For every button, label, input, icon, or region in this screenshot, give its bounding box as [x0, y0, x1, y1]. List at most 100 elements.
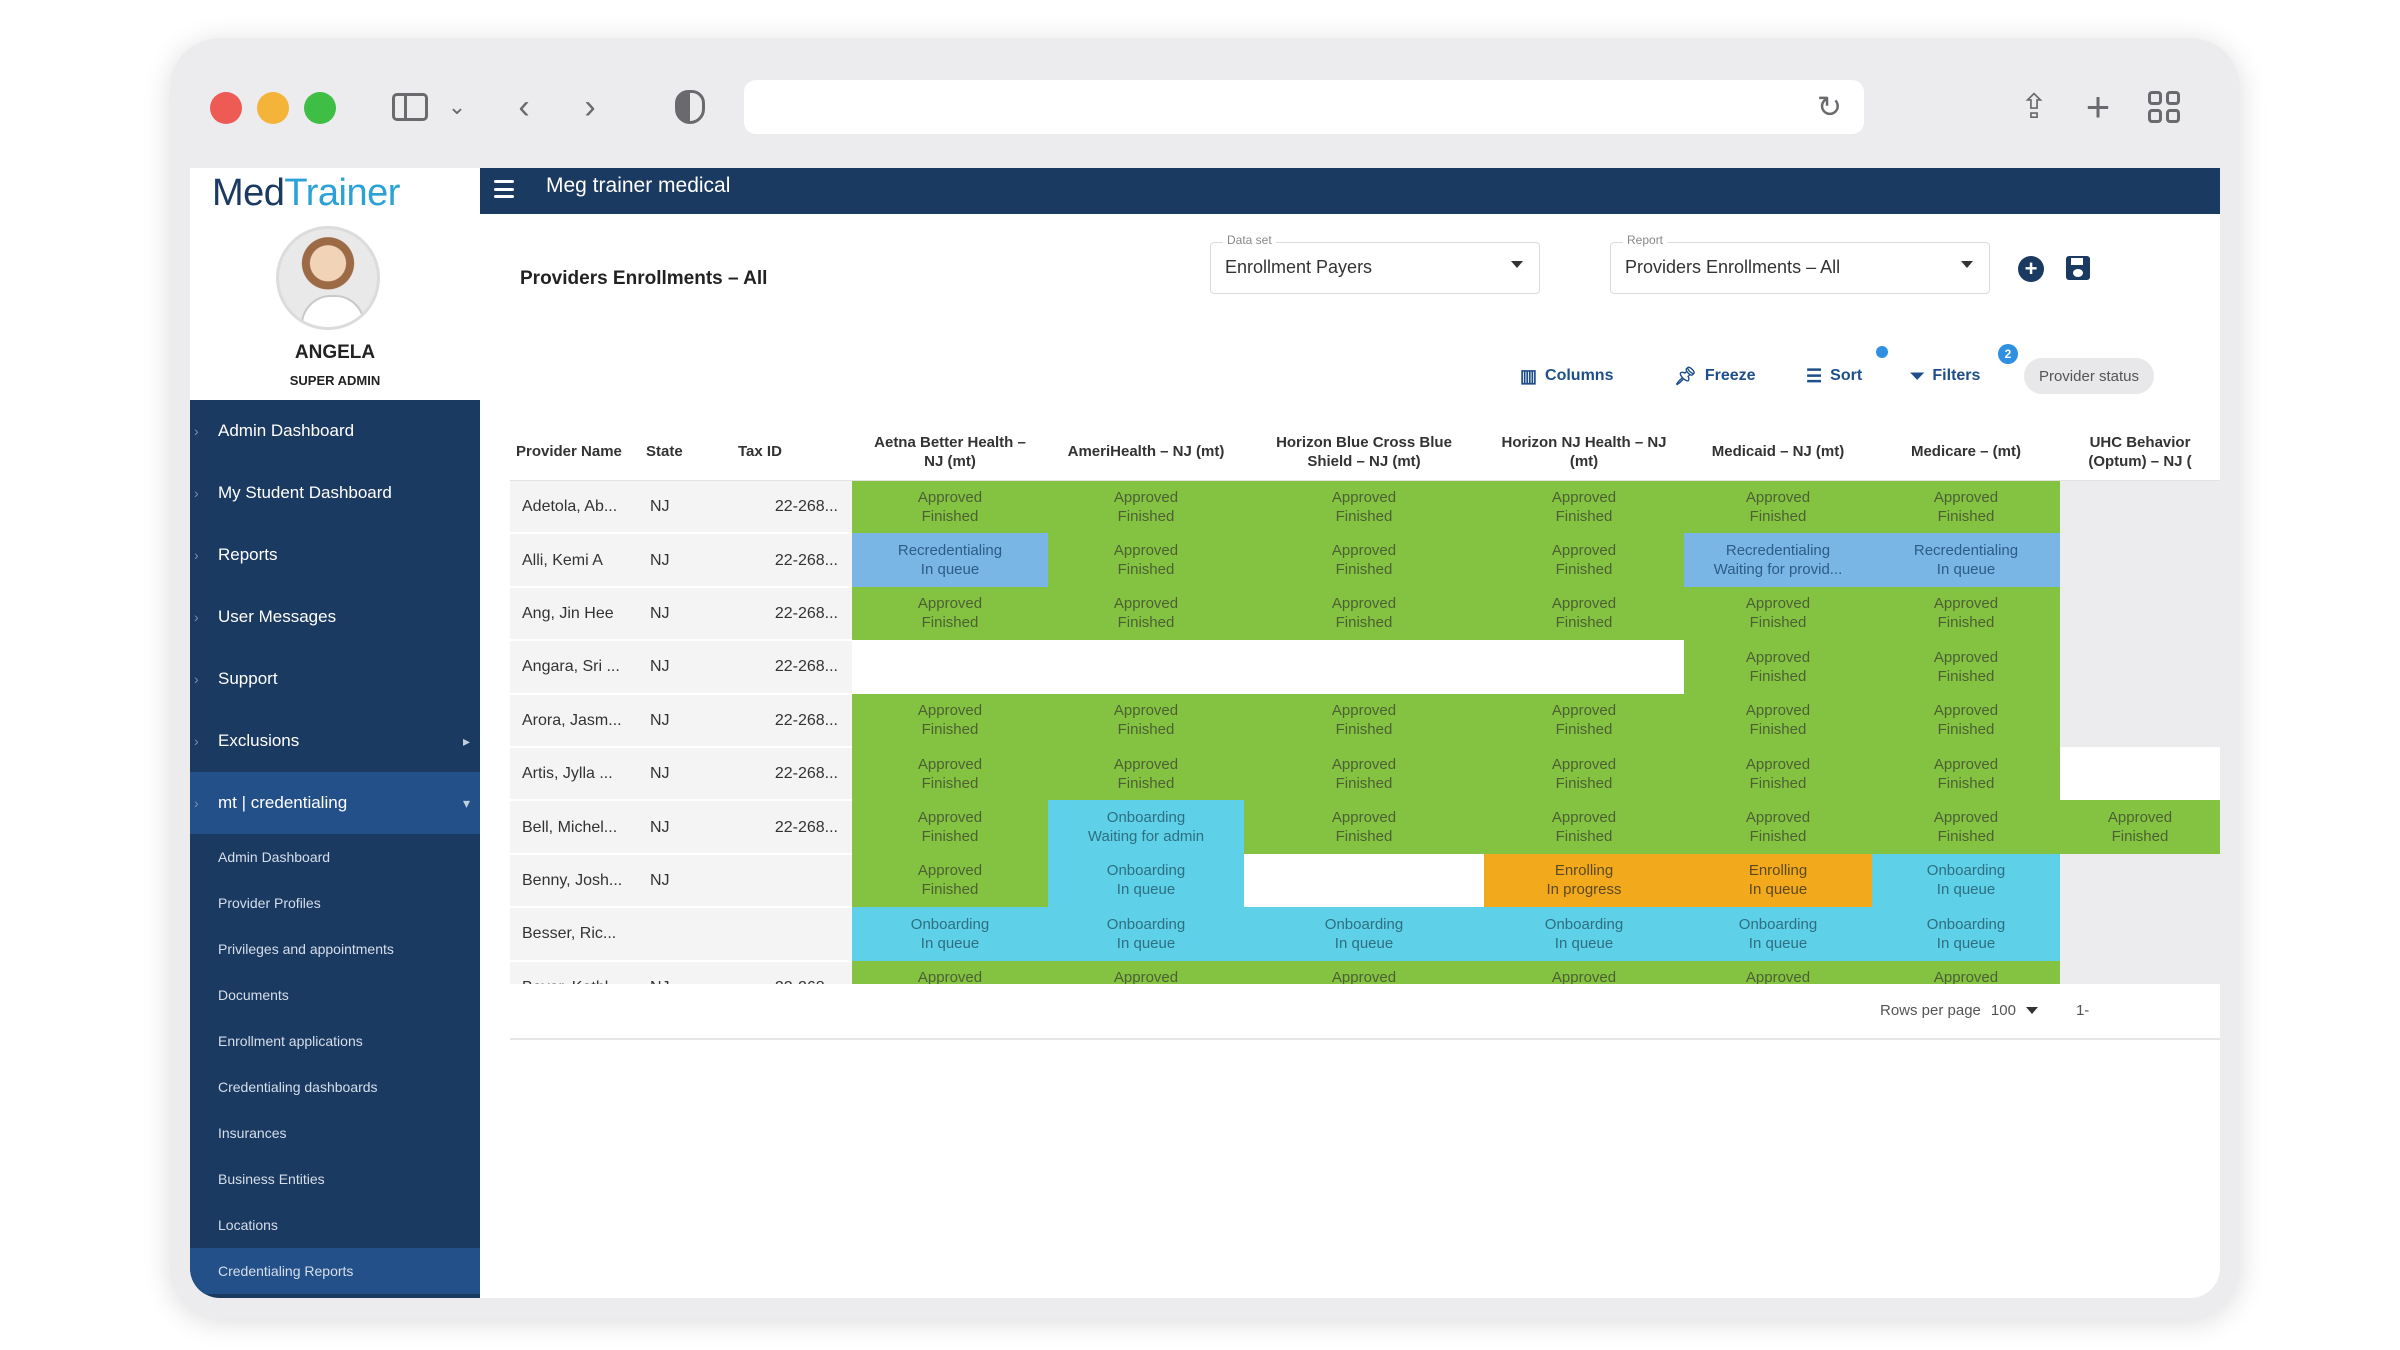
column-header[interactable]: State	[640, 424, 732, 481]
state-cell[interactable]: NJ	[640, 960, 732, 984]
status-cell[interactable]	[2060, 533, 2220, 587]
status-cell[interactable]: Recredentialing In queue	[852, 533, 1048, 587]
state-cell[interactable]: NJ	[640, 853, 732, 909]
submenu-item-admin-dashboard[interactable]: Admin Dashboard	[218, 849, 331, 865]
status-cell[interactable]	[2060, 853, 2220, 908]
tax-id-cell[interactable]: 22-268...	[732, 800, 852, 855]
status-cell[interactable]: Onboarding In queue	[1048, 853, 1244, 908]
table-row[interactable]: Bell, Michel... NJ 22-268... Approved Finish…	[510, 800, 2220, 855]
table-row[interactable]: Benny, Josh... NJ Approved Finished Onboardi…	[510, 853, 2220, 909]
table-row[interactable]: Angara, Sri ... NJ 22-268... Approved Finish…	[510, 640, 2220, 695]
provider-name-cell[interactable]: Adetola, Ab...	[510, 480, 640, 535]
state-cell[interactable]: NJ	[640, 586, 732, 642]
tax-id-cell[interactable]: 22-268...	[732, 640, 852, 695]
submenu-item-insurances[interactable]: Insurances	[218, 1125, 287, 1141]
tax-id-cell[interactable]: 22-268...	[732, 533, 852, 588]
sort-button[interactable]: ☰ Sort	[1806, 346, 1888, 394]
sidebar-item-mt-credentialing[interactable]: › mt | credentialing ▾	[190, 772, 480, 834]
minimize-window-button[interactable]	[257, 92, 289, 124]
status-cell[interactable]: Onboarding In queue	[1872, 853, 2060, 908]
provider-name-cell[interactable]: Artis, Jylla ...	[510, 746, 640, 802]
state-cell[interactable]: NJ	[640, 800, 732, 855]
provider-name-cell[interactable]: Benny, Josh...	[510, 853, 640, 909]
state-cell[interactable]: NJ	[640, 640, 732, 695]
table-row[interactable]: Arora, Jasm... NJ 22-268... Approved Finishe…	[510, 693, 2220, 748]
close-window-button[interactable]	[210, 92, 242, 124]
status-cell[interactable]: Onboarding In queue	[1048, 907, 1244, 961]
status-cell[interactable]: Onboarding In queue	[1684, 907, 1872, 961]
table-row[interactable]: Alli, Kemi A NJ 22-268... Recredentialing In…	[510, 533, 2220, 588]
provider-status-chip[interactable]: Provider status	[2024, 358, 2154, 394]
state-cell[interactable]	[640, 907, 732, 962]
provider-name-cell[interactable]: Angara, Sri ...	[510, 640, 640, 695]
save-icon[interactable]	[2066, 256, 2090, 280]
status-cell[interactable]	[2060, 907, 2220, 961]
status-cell[interactable]: Onboarding In queue	[1244, 907, 1484, 961]
table-row[interactable]: Besser, Ric... Onboarding In queue Onboardi…	[510, 907, 2220, 962]
submenu-item-credentialing-dashboards[interactable]: Credentialing dashboards	[218, 1079, 378, 1095]
column-header[interactable]: Medicaid – NJ (mt)	[1684, 424, 1872, 481]
share-icon[interactable]: ⇪	[2019, 88, 2049, 126]
dataset-select[interactable]: Data set Enrollment Payers	[1210, 233, 1540, 294]
filters-button[interactable]: ⏷ Filters 2	[1910, 344, 2018, 394]
table-row[interactable]: Ang, Jin Hee NJ 22-268... Approved Finished A…	[510, 586, 2220, 642]
status-cell[interactable]	[2060, 960, 2220, 984]
provider-name-cell[interactable]: Beyer, Kathl...	[510, 960, 640, 984]
state-cell[interactable]: NJ	[640, 533, 732, 588]
freeze-button[interactable]: 📌︎ Freeze	[1674, 358, 1756, 394]
status-cell[interactable]: Enrolling In queue	[1684, 853, 1872, 908]
sidebar-item-support[interactable]: › Support	[190, 648, 480, 710]
status-cell[interactable]: Onboarding In queue	[1872, 907, 2060, 961]
new-tab-icon[interactable]: +	[2085, 83, 2111, 130]
status-cell[interactable]	[1244, 854, 1484, 907]
sidebar-item-my-student-dashboard[interactable]: › My Student Dashboard	[190, 462, 480, 524]
submenu-item-documents[interactable]: Documents	[218, 987, 289, 1003]
column-header[interactable]: Provider Name	[510, 424, 640, 481]
table-row[interactable]: Adetola, Ab... NJ 22-268... Approved Finishe…	[510, 480, 2220, 535]
sidebar-toggle-icon[interactable]	[388, 82, 432, 132]
submenu-item-business-entities[interactable]: Business Entities	[218, 1171, 325, 1187]
reload-icon[interactable]: ↻	[1816, 91, 1842, 124]
status-cell[interactable]	[2060, 693, 2220, 747]
tax-id-cell[interactable]: 22-268...	[732, 960, 852, 984]
status-cell[interactable]: Recredentialing In queue	[1872, 533, 2060, 587]
chevron-down-icon[interactable]	[2025, 1007, 2038, 1014]
sidebar-item-exclusions[interactable]: › Exclusions ▸	[190, 710, 480, 772]
provider-name-cell[interactable]: Alli, Kemi A	[510, 533, 640, 588]
tax-id-cell[interactable]: 22-268...	[732, 746, 852, 802]
forward-icon[interactable]: ›	[584, 87, 596, 126]
status-cell[interactable]	[1484, 640, 1684, 693]
submenu-item-provider-profiles[interactable]: Provider Profiles	[218, 895, 321, 911]
column-header[interactable]: UHC Behavior (Optum) – NJ (	[2060, 424, 2220, 481]
status-cell[interactable]	[1048, 640, 1244, 693]
privacy-shield-icon[interactable]	[670, 82, 710, 132]
state-cell[interactable]: NJ	[640, 746, 732, 802]
status-cell[interactable]: Onboarding In queue	[852, 907, 1048, 961]
